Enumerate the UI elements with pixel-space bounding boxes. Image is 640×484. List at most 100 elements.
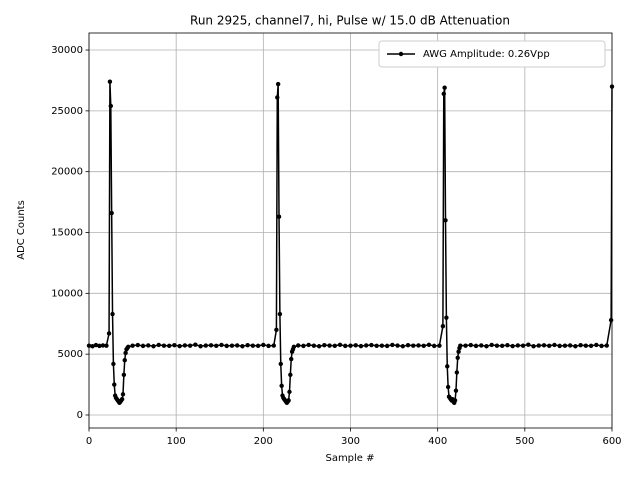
- data-point: [411, 343, 416, 348]
- data-point: [332, 343, 338, 348]
- data-point: [379, 343, 385, 348]
- data-point: [557, 343, 562, 349]
- data-point: [123, 350, 128, 356]
- data-point: [445, 364, 450, 369]
- data-point: [112, 382, 117, 387]
- x-axis-label: Sample #: [325, 453, 374, 464]
- data-point: [271, 343, 276, 348]
- data-point: [146, 343, 151, 348]
- data-point: [358, 343, 364, 349]
- data-point: [287, 389, 292, 395]
- data-point: [177, 343, 182, 349]
- data-point: [583, 343, 589, 348]
- data-point: [453, 388, 459, 393]
- data-point: [405, 342, 411, 348]
- data-point: [552, 342, 557, 348]
- data-point: [455, 355, 460, 361]
- data-point: [484, 344, 489, 349]
- data-point: [224, 343, 229, 349]
- data-point: [120, 392, 126, 397]
- data-point: [384, 343, 390, 349]
- data-point: [353, 343, 358, 348]
- data-point: [193, 342, 198, 347]
- data-point: [274, 327, 279, 333]
- data-point: [494, 343, 500, 348]
- data-point: [135, 342, 141, 348]
- data-point: [296, 343, 301, 348]
- data-point: [505, 342, 510, 348]
- data-point: [286, 398, 291, 403]
- x-tick-label: 400: [428, 436, 447, 447]
- data-point: [130, 343, 135, 348]
- data-point: [395, 343, 400, 348]
- data-point: [275, 81, 281, 87]
- data-point: [166, 343, 172, 348]
- data-point: [479, 343, 484, 348]
- data-point: [437, 343, 442, 348]
- data-point: [119, 396, 125, 402]
- data-point: [547, 343, 552, 348]
- data-point: [229, 343, 235, 348]
- data-point: [454, 370, 460, 375]
- data-point: [161, 343, 167, 348]
- y-tick-label: 10000: [51, 288, 83, 299]
- data-point: [604, 343, 609, 348]
- y-tick-label: 15000: [51, 228, 83, 239]
- data-point: [327, 343, 332, 348]
- data-point: [443, 218, 448, 223]
- data-point: [400, 344, 405, 349]
- data-point: [458, 343, 463, 348]
- data-point: [369, 342, 374, 348]
- data-point: [276, 214, 282, 219]
- x-tick-label: 0: [86, 436, 92, 447]
- data-point: [278, 361, 283, 367]
- data-point: [93, 342, 99, 348]
- data-point: [208, 343, 214, 348]
- data-point: [337, 342, 343, 347]
- data-point: [440, 323, 446, 329]
- chart-title: Run 2925, channel7, hi, Pulse w/ 15.0 dB…: [190, 14, 510, 28]
- data-point: [187, 343, 193, 348]
- data-point: [390, 342, 395, 348]
- data-point: [473, 343, 479, 349]
- data-point: [444, 315, 449, 320]
- data-point: [578, 342, 583, 348]
- data-point: [245, 342, 250, 348]
- data-point: [531, 344, 536, 349]
- data-point: [322, 342, 327, 348]
- data-point: [374, 343, 379, 348]
- legend-marker: [398, 51, 404, 57]
- data-point: [104, 343, 109, 348]
- data-point: [456, 349, 461, 354]
- y-tick-label: 0: [77, 410, 83, 421]
- data-point: [182, 343, 188, 348]
- data-point: [90, 344, 95, 349]
- data-point: [172, 342, 177, 348]
- data-point: [151, 344, 156, 349]
- plot-frame: [88, 32, 613, 429]
- data-point: [442, 85, 447, 90]
- data-point: [198, 344, 203, 349]
- data-point: [421, 343, 426, 348]
- data-point: [250, 343, 256, 348]
- data-point: [234, 343, 240, 348]
- data-point: [255, 343, 261, 348]
- data-point: [301, 343, 306, 349]
- data-point: [261, 342, 266, 348]
- y-axis-label: ADC Counts: [16, 200, 27, 260]
- data-point: [277, 311, 283, 317]
- x-tick-label: 200: [254, 436, 273, 447]
- y-tick-label: 5000: [58, 349, 83, 360]
- data-point: [109, 210, 114, 216]
- data-point: [599, 343, 604, 349]
- data-point: [289, 356, 294, 362]
- y-tick-label: 30000: [51, 45, 83, 56]
- data-point: [536, 343, 541, 348]
- data-point: [526, 342, 531, 347]
- y-tick-label: 20000: [51, 167, 83, 178]
- data-point: [515, 343, 521, 348]
- y-tick-label: 25000: [51, 106, 83, 117]
- data-point: [275, 95, 280, 100]
- data-point: [140, 343, 146, 349]
